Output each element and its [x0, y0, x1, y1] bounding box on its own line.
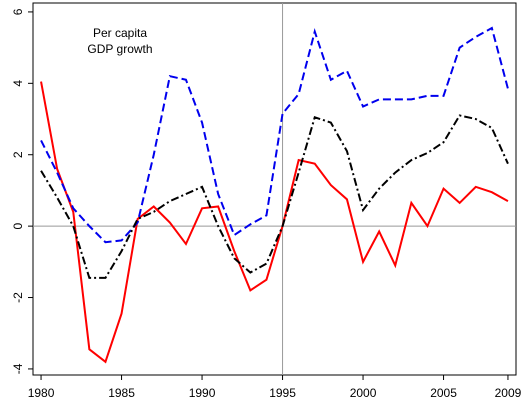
y-tick-label: 6	[11, 8, 25, 15]
plot-frame	[32, 2, 517, 376]
x-tick-label: 2009	[495, 386, 522, 400]
y-tick-label: 0	[11, 222, 25, 229]
x-tick-label: 2005	[430, 386, 457, 400]
x-tick-label: 1990	[189, 386, 216, 400]
y-tick-label: -4	[11, 363, 25, 374]
x-tick-label: 1980	[28, 386, 55, 400]
series-line	[40, 26, 509, 244]
annotation: Per capita	[93, 26, 147, 40]
y-tick-label: 2	[11, 151, 25, 158]
y-tick-label: -2	[11, 292, 25, 303]
annotation: GDP growth	[87, 42, 152, 56]
x-tick-label: 2000	[350, 386, 377, 400]
series-line	[40, 114, 509, 279]
y-tick-label: 4	[11, 80, 25, 87]
x-tick-label: 1995	[269, 386, 296, 400]
series-line	[40, 81, 509, 364]
x-tick-label: 1985	[108, 386, 135, 400]
